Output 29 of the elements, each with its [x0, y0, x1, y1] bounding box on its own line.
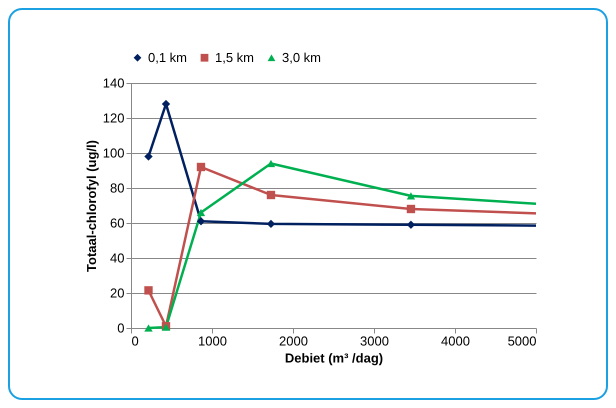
y-tick-label: 120 [102, 110, 124, 126]
y-axis-title: Totaal-chlorofyl (ug/l) [84, 140, 99, 272]
point [144, 324, 153, 332]
y-tick-label: 0 [117, 320, 124, 336]
y-tick-label: 100 [102, 146, 124, 160]
point [196, 162, 206, 172]
x-tick-label: 1000 [198, 334, 227, 348]
point [144, 286, 153, 295]
point [196, 217, 206, 226]
x-axis-title: Debiet (m³ /dag) [284, 350, 384, 366]
y-tick-label: 40 [110, 250, 124, 266]
y-tick-label: 20 [110, 286, 124, 300]
x-tick-label: 3000 [360, 334, 389, 348]
point [406, 204, 416, 214]
legend-label: 1,5 km [215, 50, 254, 65]
y-tick-label: 80 [110, 180, 124, 196]
y-tick-label: 140 [102, 76, 124, 90]
point [196, 208, 206, 216]
legend-label: 3,0 km [282, 50, 322, 65]
y-tick-label: 60 [110, 216, 124, 230]
x-tick-label: 0 [132, 334, 139, 348]
point [266, 160, 276, 168]
point [266, 190, 276, 200]
x-tick-label: 2000 [279, 334, 308, 348]
point [144, 152, 153, 161]
x-tick-label: 5000 [508, 334, 536, 348]
x-tick-label: 4000 [441, 334, 470, 348]
point [406, 192, 416, 200]
legend-label: 0,1 km [148, 50, 188, 65]
